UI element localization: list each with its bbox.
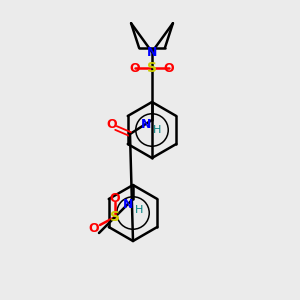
Text: O: O — [164, 61, 174, 74]
Text: O: O — [89, 223, 99, 236]
Text: N: N — [123, 197, 133, 211]
Text: S: S — [147, 61, 157, 75]
Text: H: H — [135, 205, 143, 215]
Text: N: N — [141, 118, 151, 130]
Text: O: O — [110, 191, 120, 205]
Text: O: O — [107, 118, 117, 131]
Text: S: S — [110, 210, 120, 224]
Text: N: N — [147, 46, 157, 59]
Text: H: H — [153, 125, 161, 135]
Text: O: O — [130, 61, 140, 74]
